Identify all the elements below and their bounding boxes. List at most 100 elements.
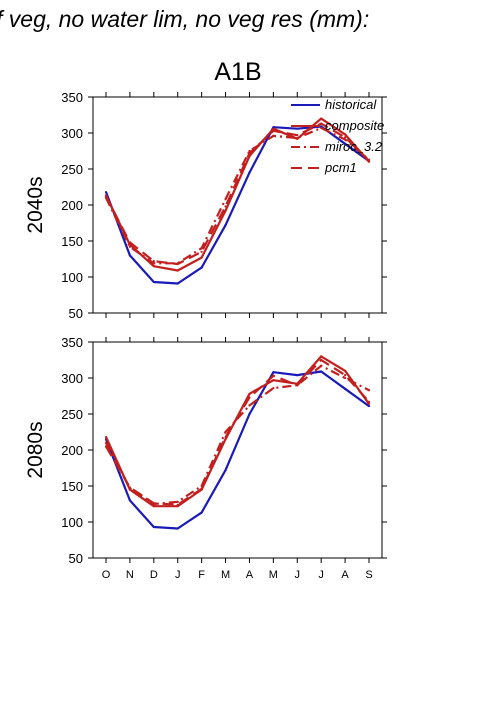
panel-2040s: 2040s 50 100 150 200 250 300 350 xyxy=(24,90,387,321)
legend-label: historical xyxy=(325,97,377,112)
y-tick-label: 350 xyxy=(61,335,83,350)
data-point xyxy=(176,282,179,285)
data-point xyxy=(296,374,299,377)
data-point xyxy=(367,402,371,406)
data-point xyxy=(224,205,227,208)
data-point xyxy=(320,122,323,125)
data-point xyxy=(104,441,108,444)
data-point xyxy=(200,256,203,259)
data-point xyxy=(296,384,299,387)
data-point xyxy=(367,400,371,403)
y-tick-label: 300 xyxy=(61,126,83,141)
data-point xyxy=(320,126,323,130)
data-point xyxy=(152,280,155,284)
data-point xyxy=(272,134,275,137)
series-line-pcm1 xyxy=(105,122,370,266)
data-point xyxy=(367,159,371,162)
data-point xyxy=(248,412,251,416)
y-tick-label: 250 xyxy=(61,407,83,422)
data-point xyxy=(343,136,347,139)
data-point xyxy=(248,396,251,399)
legend-label: composite xyxy=(325,118,384,133)
data-point xyxy=(343,387,347,390)
data-point xyxy=(152,525,155,529)
data-point xyxy=(152,505,155,508)
panel-2080s: 2080s 50 100 150 200 250 300 350 O N D J F M A M J J A S xyxy=(24,335,387,581)
data-point xyxy=(176,269,179,272)
data-point xyxy=(176,262,179,266)
x-tick-label: J xyxy=(175,569,181,581)
data-point xyxy=(224,438,227,441)
series-line-pcm1 xyxy=(105,358,370,506)
data-point xyxy=(152,502,155,505)
y-tick-label: 100 xyxy=(61,515,83,530)
data-point xyxy=(176,527,179,530)
data-point xyxy=(296,127,299,130)
data-point xyxy=(104,445,108,448)
data-point xyxy=(104,435,108,439)
figure-title: f veg, no water lim, no veg res (mm): xyxy=(0,6,369,32)
data-point xyxy=(176,500,179,503)
data-point xyxy=(272,379,275,382)
data-point xyxy=(343,138,347,141)
x-tick-label: J xyxy=(318,569,324,581)
x-tick-label: A xyxy=(246,569,254,581)
data-point xyxy=(272,374,275,377)
plot-area-2040s: 50 100 150 200 250 300 350 xyxy=(61,90,387,321)
data-point xyxy=(200,487,203,490)
data-point xyxy=(248,171,251,174)
data-point xyxy=(320,117,323,120)
series-line-miroc-3-2 xyxy=(105,364,370,506)
series-line-miroc-3-2 xyxy=(105,126,370,265)
data-point xyxy=(224,435,227,439)
x-tick-label: M xyxy=(269,569,278,581)
data-point xyxy=(248,404,251,407)
scenario-label: A1B xyxy=(214,58,261,86)
data-point xyxy=(224,198,227,201)
data-point xyxy=(200,250,203,253)
data-point xyxy=(104,190,108,194)
legend-label: miroc_3.2 xyxy=(325,139,383,154)
data-point xyxy=(296,134,299,137)
y-tick-label: 350 xyxy=(61,90,83,105)
x-tick-label: D xyxy=(150,569,158,581)
x-tick-label: M xyxy=(221,569,230,581)
data-point xyxy=(176,503,179,506)
data-point xyxy=(320,355,323,358)
y-tick-label: 150 xyxy=(61,479,83,494)
y-tick-label: 50 xyxy=(69,551,83,566)
row-label-2080s: 2080s xyxy=(24,421,47,478)
data-point xyxy=(200,266,203,269)
x-tick-label: A xyxy=(341,569,349,581)
y-tick-label: 100 xyxy=(61,270,83,285)
data-point xyxy=(248,152,251,155)
x-tick-label: S xyxy=(365,569,372,581)
data-point xyxy=(367,389,371,392)
x-tick-label: F xyxy=(198,569,205,581)
x-tick-label: J xyxy=(295,569,301,581)
data-point xyxy=(128,499,132,502)
series-line-composite xyxy=(105,117,370,272)
x-tick-label: O xyxy=(102,569,111,581)
data-point xyxy=(343,142,347,145)
data-point xyxy=(128,241,132,244)
data-point xyxy=(343,133,347,136)
y-tick-label: 250 xyxy=(61,162,83,177)
data-point xyxy=(272,129,275,132)
legend: historical composite miroc_3.2 pcm1 xyxy=(291,97,384,175)
data-point xyxy=(343,376,347,380)
data-point xyxy=(128,254,132,257)
data-point xyxy=(320,358,323,362)
data-point xyxy=(224,209,227,212)
y-tick-label: 150 xyxy=(61,234,83,249)
data-point xyxy=(200,484,203,488)
data-point xyxy=(128,486,132,489)
data-point xyxy=(343,369,347,372)
data-point xyxy=(272,371,275,374)
y-tick-label: 50 xyxy=(69,306,83,321)
data-point xyxy=(320,370,323,373)
data-point xyxy=(343,374,347,377)
data-point xyxy=(320,364,323,367)
data-point xyxy=(272,127,275,130)
